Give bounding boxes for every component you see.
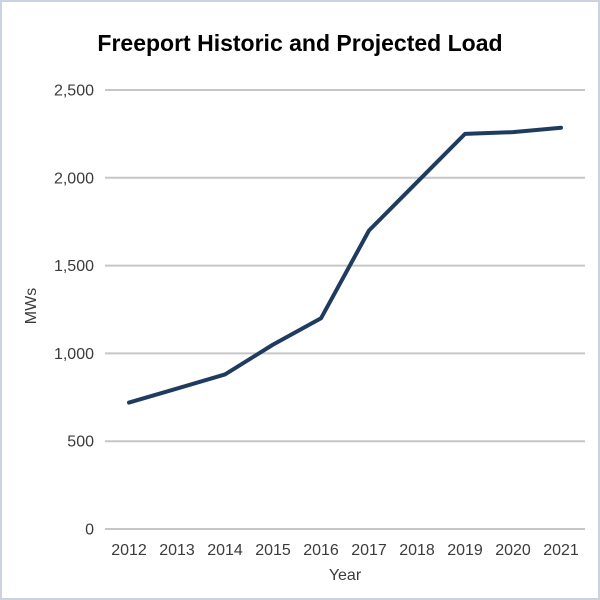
y-tick-label: 2,000 bbox=[54, 170, 94, 187]
data-series bbox=[127, 125, 563, 405]
x-tick-label: 2018 bbox=[399, 542, 435, 559]
y-tick-labels: 0 500 1,000 1,500 2,000 2,500 bbox=[54, 83, 94, 539]
x-tick-label: 2014 bbox=[207, 542, 243, 559]
x-tick-label: 2017 bbox=[351, 542, 387, 559]
x-tick-label: 2020 bbox=[495, 542, 531, 559]
y-tick-label: 500 bbox=[67, 434, 94, 451]
x-tick-label: 2013 bbox=[159, 542, 195, 559]
x-tick-label: 2015 bbox=[255, 542, 291, 559]
chart-title: Freeport Historic and Projected Load bbox=[97, 30, 503, 56]
x-tick-label: 2019 bbox=[447, 542, 483, 559]
y-axis-title: MWs bbox=[23, 287, 40, 325]
x-axis-title: Year bbox=[328, 567, 362, 584]
y-tick-label: 2,500 bbox=[54, 83, 94, 100]
x-tick-label: 2016 bbox=[303, 542, 339, 559]
x-tick-labels: 2012 2013 2014 2015 2016 2017 2018 2019 2020 2021 bbox=[111, 542, 579, 559]
y-tick-label: 0 bbox=[85, 522, 94, 539]
x-tick-label: 2012 bbox=[111, 542, 147, 559]
y-tick-label: 1,500 bbox=[54, 258, 94, 275]
x-tick-label: 2021 bbox=[543, 542, 579, 559]
load-line bbox=[127, 125, 563, 405]
y-tick-label: 1,000 bbox=[54, 346, 94, 363]
gridlines bbox=[105, 89, 585, 530]
